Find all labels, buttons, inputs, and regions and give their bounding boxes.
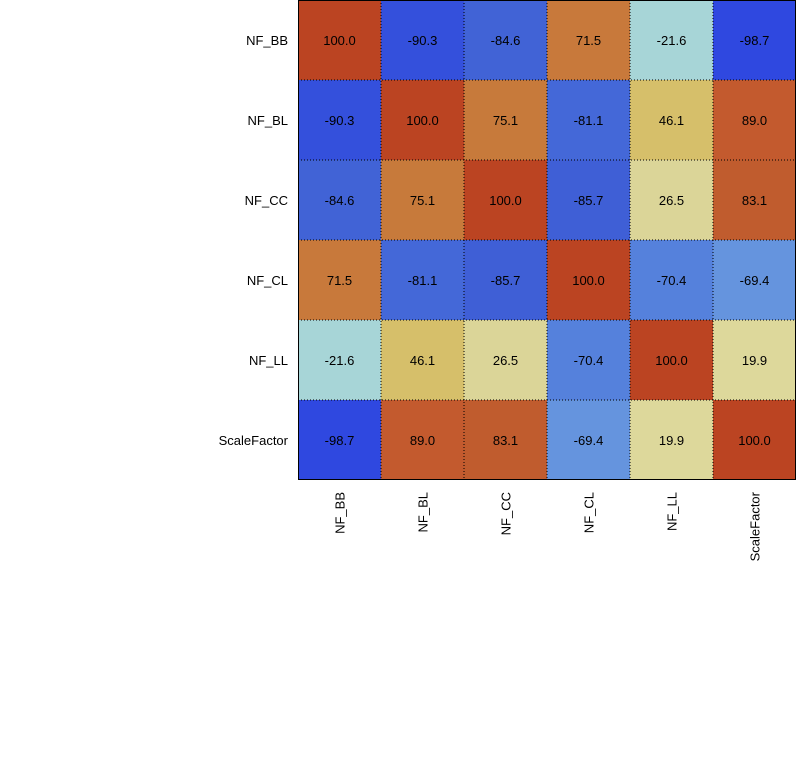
cell-value-5-2: 83.1	[493, 433, 518, 448]
cell-value-2-3: -85.7	[574, 193, 604, 208]
row-label: NF_LL	[249, 353, 288, 368]
cell-value-1-0: -90.3	[325, 113, 355, 128]
heatmap-cell-3-4	[630, 240, 713, 320]
cell-value-0-5: -98.7	[740, 33, 770, 48]
heatmap-cell-2-0	[298, 160, 381, 240]
cell-value-2-2: 100.0	[489, 193, 522, 208]
heatmap-cell-3-2	[464, 240, 547, 320]
cell-value-3-3: 100.0	[572, 273, 605, 288]
heatmap-cells	[298, 0, 796, 480]
cell-value-0-2: -84.6	[491, 33, 521, 48]
heatmap-cell-0-0	[298, 0, 381, 80]
row-label: ScaleFactor	[219, 433, 289, 448]
heatmap-cell-0-2	[464, 0, 547, 80]
heatmap-cell-2-4	[630, 160, 713, 240]
heatmap-cell-4-5	[713, 320, 796, 400]
cell-value-3-4: -70.4	[657, 273, 687, 288]
cell-value-5-1: 89.0	[410, 433, 435, 448]
heatmap-cell-2-2	[464, 160, 547, 240]
heatmap-cell-5-4	[630, 400, 713, 480]
heatmap-cell-1-3	[547, 80, 630, 160]
heatmap-cell-4-1	[381, 320, 464, 400]
row-labels: NF_BB NF_BL NF_CC NF_CL NF_LL ScaleFactor	[219, 33, 289, 448]
cell-value-2-5: 83.1	[742, 193, 767, 208]
cell-value-4-2: 26.5	[493, 353, 518, 368]
cell-value-3-0: 71.5	[327, 273, 352, 288]
column-label: NF_BB	[333, 492, 348, 534]
row-label: NF_BB	[246, 33, 288, 48]
heatmap-cell-1-2	[464, 80, 547, 160]
cell-value-2-0: -84.6	[325, 193, 355, 208]
heatmap-cell-5-3	[547, 400, 630, 480]
row-label: NF_BL	[248, 113, 288, 128]
heatmap-cell-0-4	[630, 0, 713, 80]
cell-value-4-3: -70.4	[574, 353, 604, 368]
cell-value-1-3: -81.1	[574, 113, 604, 128]
heatmap-cell-1-1	[381, 80, 464, 160]
cell-value-0-4: -21.6	[657, 33, 687, 48]
heatmap-cell-5-5	[713, 400, 796, 480]
heatmap-cell-1-5	[713, 80, 796, 160]
heatmap-cell-2-3	[547, 160, 630, 240]
cell-value-1-5: 89.0	[742, 113, 767, 128]
heatmap-cell-4-3	[547, 320, 630, 400]
column-label: NF_CC	[499, 492, 514, 535]
row-label: NF_CC	[245, 193, 288, 208]
cell-value-1-4: 46.1	[659, 113, 684, 128]
cell-value-5-3: -69.4	[574, 433, 604, 448]
heatmap-cell-5-2	[464, 400, 547, 480]
heatmap-cell-2-1	[381, 160, 464, 240]
cell-value-3-5: -69.4	[740, 273, 770, 288]
heatmap-cell-0-1	[381, 0, 464, 80]
cell-value-0-3: 71.5	[576, 33, 601, 48]
cell-value-1-1: 100.0	[406, 113, 439, 128]
column-label: NF_LL	[665, 492, 680, 531]
cell-value-4-4: 100.0	[655, 353, 688, 368]
row-label: NF_CL	[247, 273, 288, 288]
cell-value-1-2: 75.1	[493, 113, 518, 128]
cell-value-5-5: 100.0	[738, 433, 771, 448]
heatmap-cell-3-0	[298, 240, 381, 320]
heatmap-cell-3-5	[713, 240, 796, 320]
cell-value-3-1: -81.1	[408, 273, 438, 288]
heatmap-cell-0-3	[547, 0, 630, 80]
heatmap-cell-5-0	[298, 400, 381, 480]
column-labels: NF_BB NF_BL NF_CC NF_CL NF_LL ScaleFactor	[333, 491, 763, 561]
cell-value-4-0: -21.6	[325, 353, 355, 368]
heatmap-cell-3-3	[547, 240, 630, 320]
cell-value-3-2: -85.7	[491, 273, 521, 288]
column-label: NF_CL	[582, 492, 597, 533]
heatmap-cell-2-5	[713, 160, 796, 240]
heatmap-cell-4-2	[464, 320, 547, 400]
heatmap-cell-5-1	[381, 400, 464, 480]
cell-value-5-4: 19.9	[659, 433, 684, 448]
heatmap-cell-1-4	[630, 80, 713, 160]
cell-value-2-4: 26.5	[659, 193, 684, 208]
cell-value-4-1: 46.1	[410, 353, 435, 368]
cell-value-0-1: -90.3	[408, 33, 438, 48]
cell-value-0-0: 100.0	[323, 33, 356, 48]
heatmap-cell-0-5	[713, 0, 796, 80]
heatmap-cell-3-1	[381, 240, 464, 320]
column-label: NF_BL	[416, 492, 431, 532]
cell-value-2-1: 75.1	[410, 193, 435, 208]
grid-lines	[298, 0, 796, 480]
cell-value-4-5: 19.9	[742, 353, 767, 368]
heatmap-cell-1-0	[298, 80, 381, 160]
heatmap-cell-4-4	[630, 320, 713, 400]
heatmap-cell-4-0	[298, 320, 381, 400]
cell-value-labels: 100.0 -90.3 -84.6 71.5 -21.6 -98.7 -90.3 100.0 7…	[323, 33, 771, 448]
column-label: ScaleFactor	[748, 491, 763, 561]
cell-value-5-0: -98.7	[325, 433, 355, 448]
